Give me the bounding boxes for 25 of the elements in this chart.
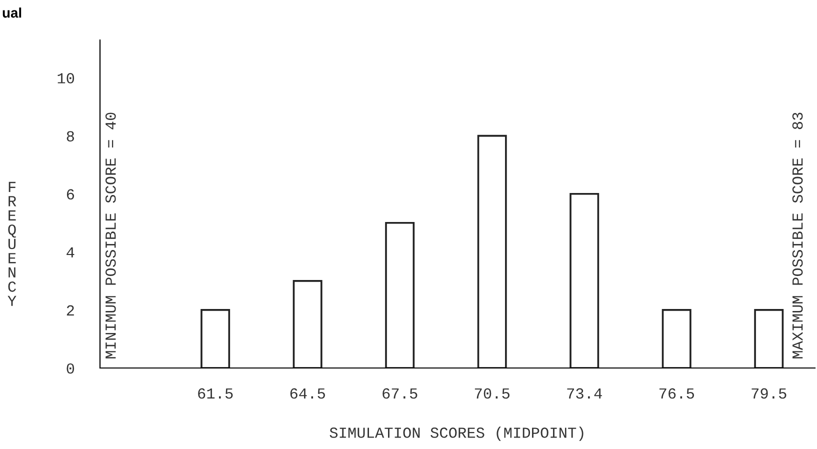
y-tick-label: 10 — [58, 73, 74, 84]
x-tick-label: 79.5 — [752, 388, 786, 399]
y-tick-label: 6 — [66, 189, 74, 200]
bar — [662, 309, 692, 368]
x-tick-label: 73.4 — [567, 388, 602, 399]
x-tick-label: 64.5 — [290, 388, 325, 399]
x-tick-label: 76.5 — [659, 388, 694, 399]
bar — [200, 309, 230, 368]
annotation: MINIMUM POSSIBLE SCORE = 40 — [105, 112, 116, 358]
y-tick-label: 8 — [66, 131, 74, 142]
bar — [754, 309, 784, 368]
text: ual — [2, 8, 22, 18]
y-tick-label: 4 — [66, 247, 74, 258]
x-axis-title: SIMULATION SCORES (MIDPOINT) — [330, 426, 584, 441]
x-tick-label: 61.5 — [198, 388, 233, 399]
bar — [385, 222, 415, 368]
x-tick-label: 67.5 — [382, 388, 418, 399]
annotation: MAXIMUM POSSIBLE SCORE = 83 — [792, 112, 803, 358]
bar — [292, 280, 322, 368]
text: FREQUENCY — [8, 182, 16, 306]
x-tick-label: 70.5 — [474, 388, 510, 399]
y-tick-label: 0 — [66, 363, 74, 374]
bar — [477, 134, 507, 368]
y-tick-label: 2 — [66, 305, 74, 316]
bar — [570, 192, 600, 368]
